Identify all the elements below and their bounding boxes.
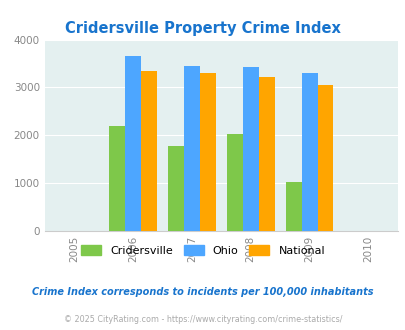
Bar bbox=[301, 73, 317, 231]
Bar bbox=[168, 146, 183, 231]
Legend: Cridersville, Ohio, National: Cridersville, Ohio, National bbox=[77, 241, 328, 260]
Bar bbox=[199, 73, 215, 231]
Bar bbox=[183, 66, 199, 231]
Bar bbox=[125, 56, 141, 231]
Bar bbox=[226, 134, 242, 231]
Text: Cridersville Property Crime Index: Cridersville Property Crime Index bbox=[65, 21, 340, 36]
Text: Crime Index corresponds to incidents per 100,000 inhabitants: Crime Index corresponds to incidents per… bbox=[32, 287, 373, 297]
Bar bbox=[242, 67, 258, 231]
Bar bbox=[141, 71, 156, 231]
Bar bbox=[285, 182, 301, 231]
Bar bbox=[109, 126, 125, 231]
Bar bbox=[258, 77, 274, 231]
Text: © 2025 CityRating.com - https://www.cityrating.com/crime-statistics/: © 2025 CityRating.com - https://www.city… bbox=[64, 315, 341, 324]
Bar bbox=[317, 85, 333, 231]
